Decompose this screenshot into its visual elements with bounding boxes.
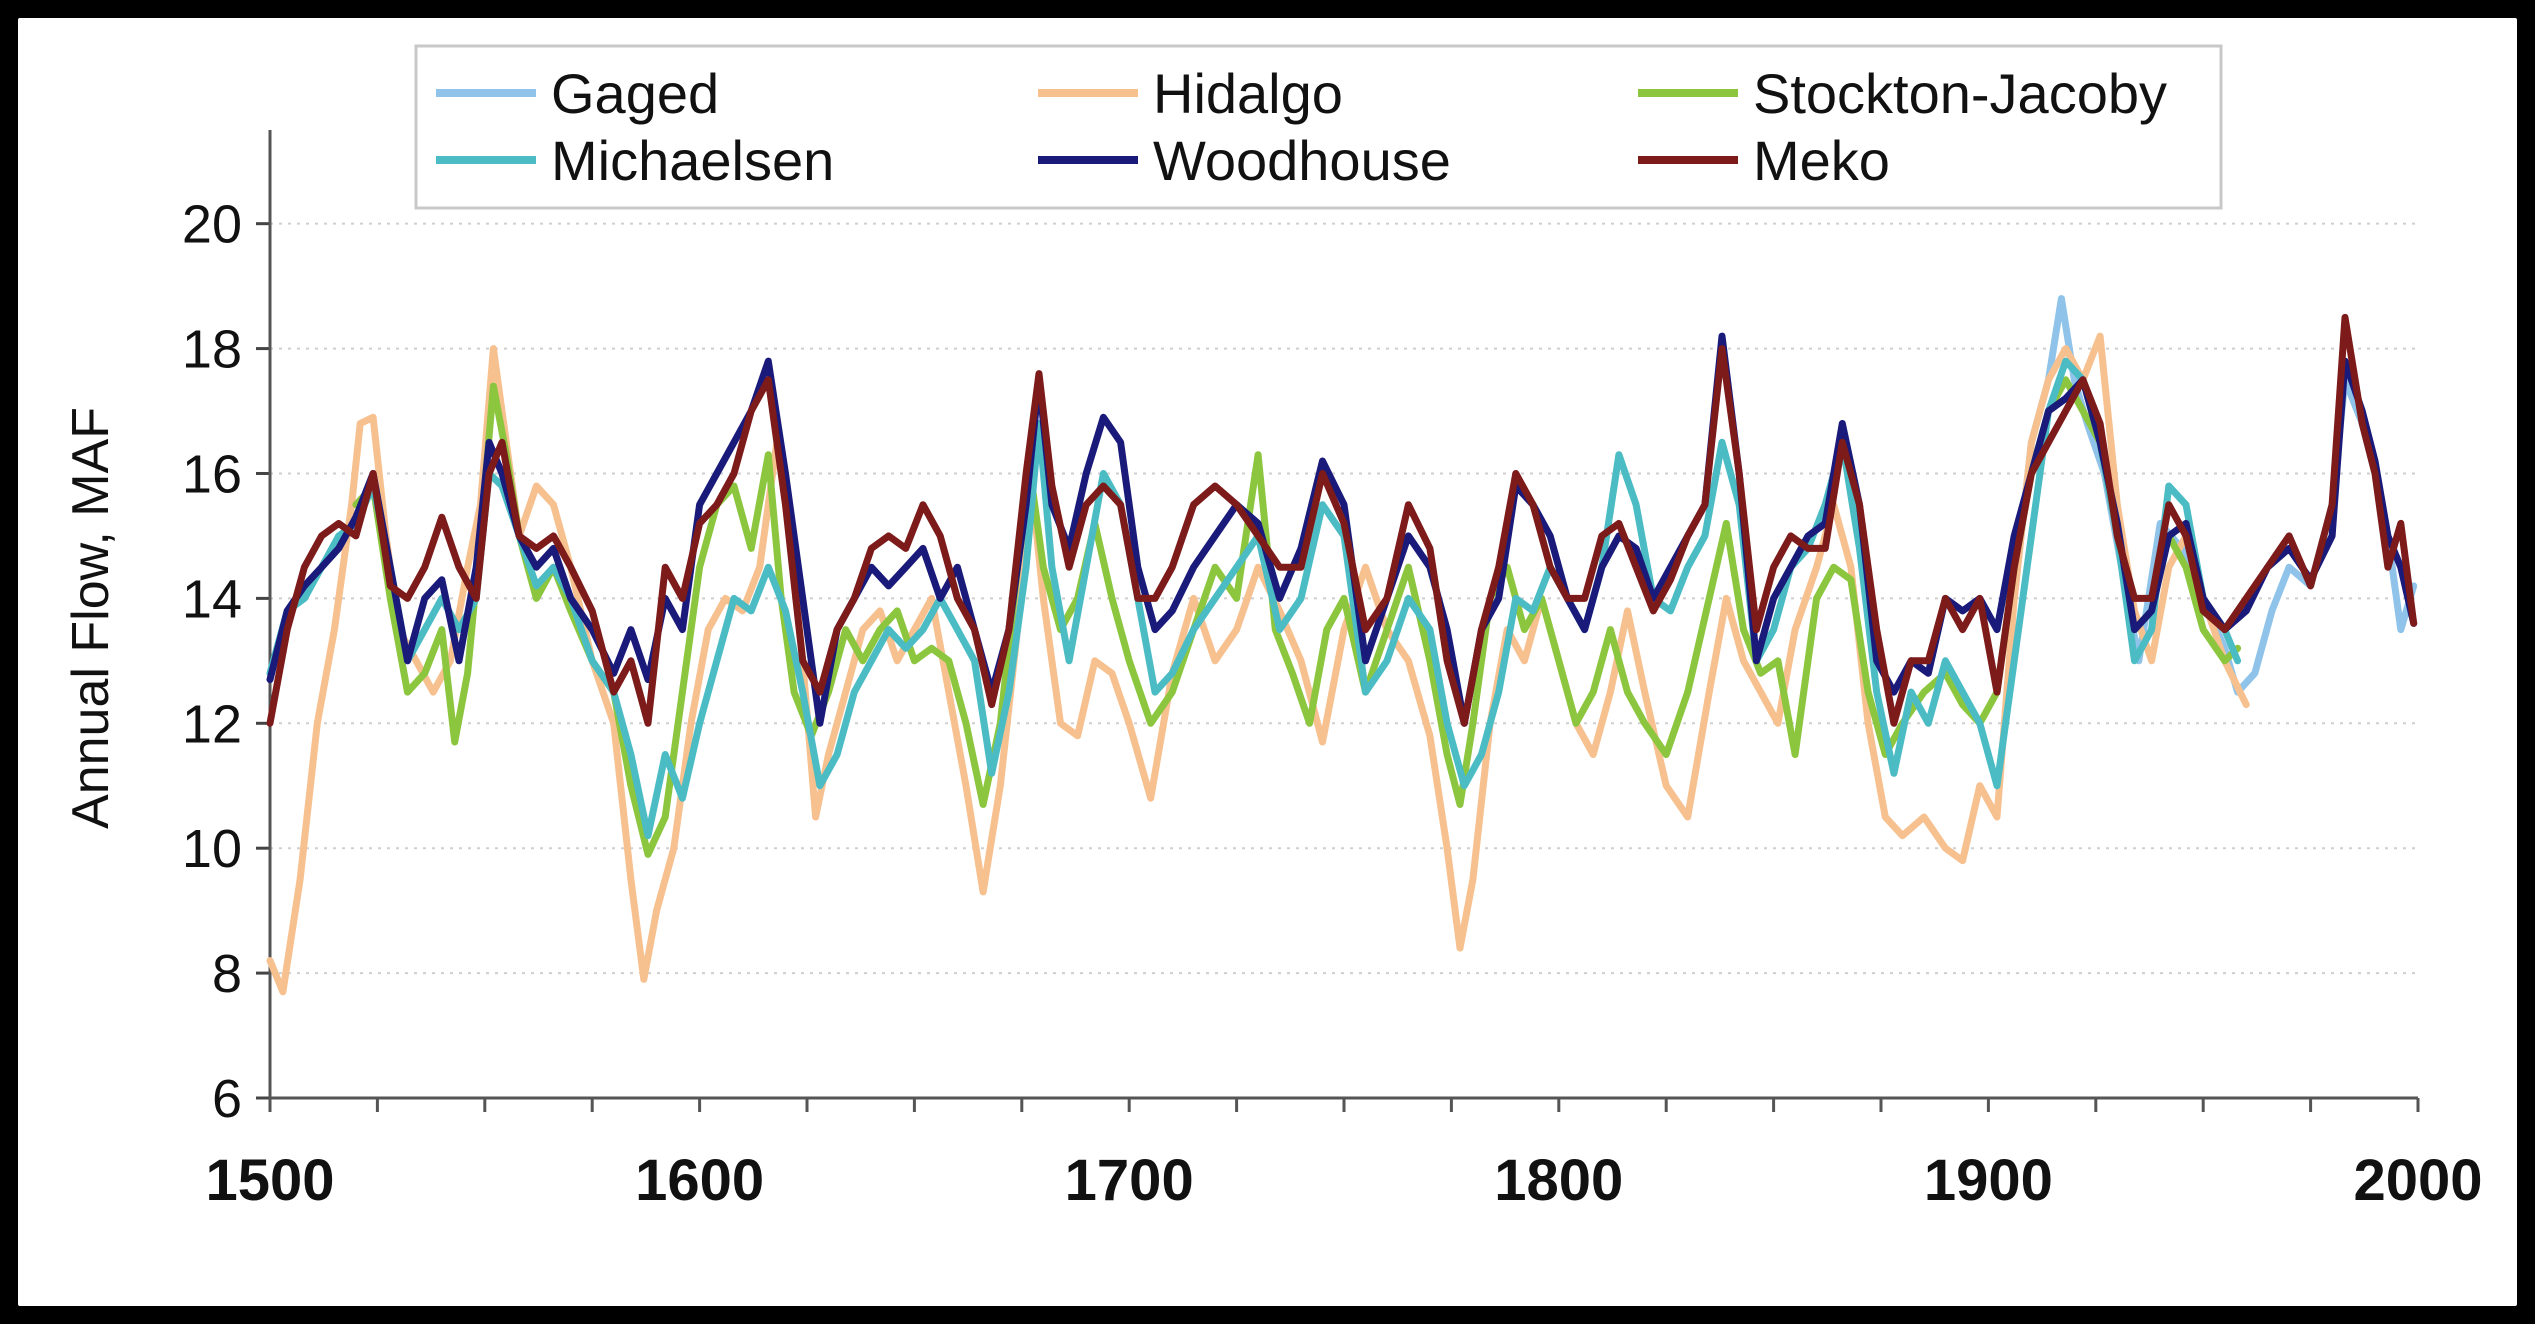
x-tick-label: 1600 [635,1148,764,1213]
y-tick-label: 10 [182,819,242,879]
series-line-michaelsen [266,357,2242,840]
legend: Gaged Hidalgo Stockton-Jacoby Michaelsen Woo… [414,44,2223,210]
x-tick-label: 2000 [2353,1148,2482,1213]
y-tick-label: 18 [182,320,242,380]
legend-label-gaged: Gaged [551,62,719,125]
x-tick-label: 1800 [1494,1148,1623,1213]
legend-label-meko: Meko [1753,129,1890,192]
x-tick-label: 1700 [1065,1148,1194,1213]
series-line-hidalgo [266,332,2250,996]
y-tick-label: 8 [212,944,242,1004]
axes [256,130,2420,1112]
series-line-stockton-jacoby [352,376,2242,858]
legend-label-stockton-jacoby: Stockton-Jacoby [1753,62,2167,125]
chart-panel: 6 8 10 12 14 16 18 20 1500 1600 1700 1800 1900 2000 … [18,18,2517,1306]
legend-box [414,44,2223,210]
legend-label-hidalgo: Hidalgo [1153,62,1343,125]
y-tick-labels: 6 8 10 12 14 16 18 20 [182,195,242,1129]
series-line-meko [266,313,2418,727]
y-tick-label: 14 [182,569,242,629]
y-tick-label: 6 [212,1069,242,1129]
y-axis-label: Annual Flow, MAF [62,407,120,829]
series-line-woodhouse [266,332,2418,727]
x-tick-labels: 1500 1600 1700 1800 1900 2000 [205,1148,2482,1213]
legend-label-michaelsen: Michaelsen [551,129,834,192]
series-lines [266,295,2418,996]
legend-label-woodhouse: Woodhouse [1153,129,1451,192]
y-tick-label: 12 [182,694,242,754]
y-tick-label: 20 [182,195,242,255]
x-tick-label: 1500 [205,1148,334,1213]
x-tick-label: 1900 [1924,1148,2053,1213]
y-tick-label: 16 [182,444,242,504]
